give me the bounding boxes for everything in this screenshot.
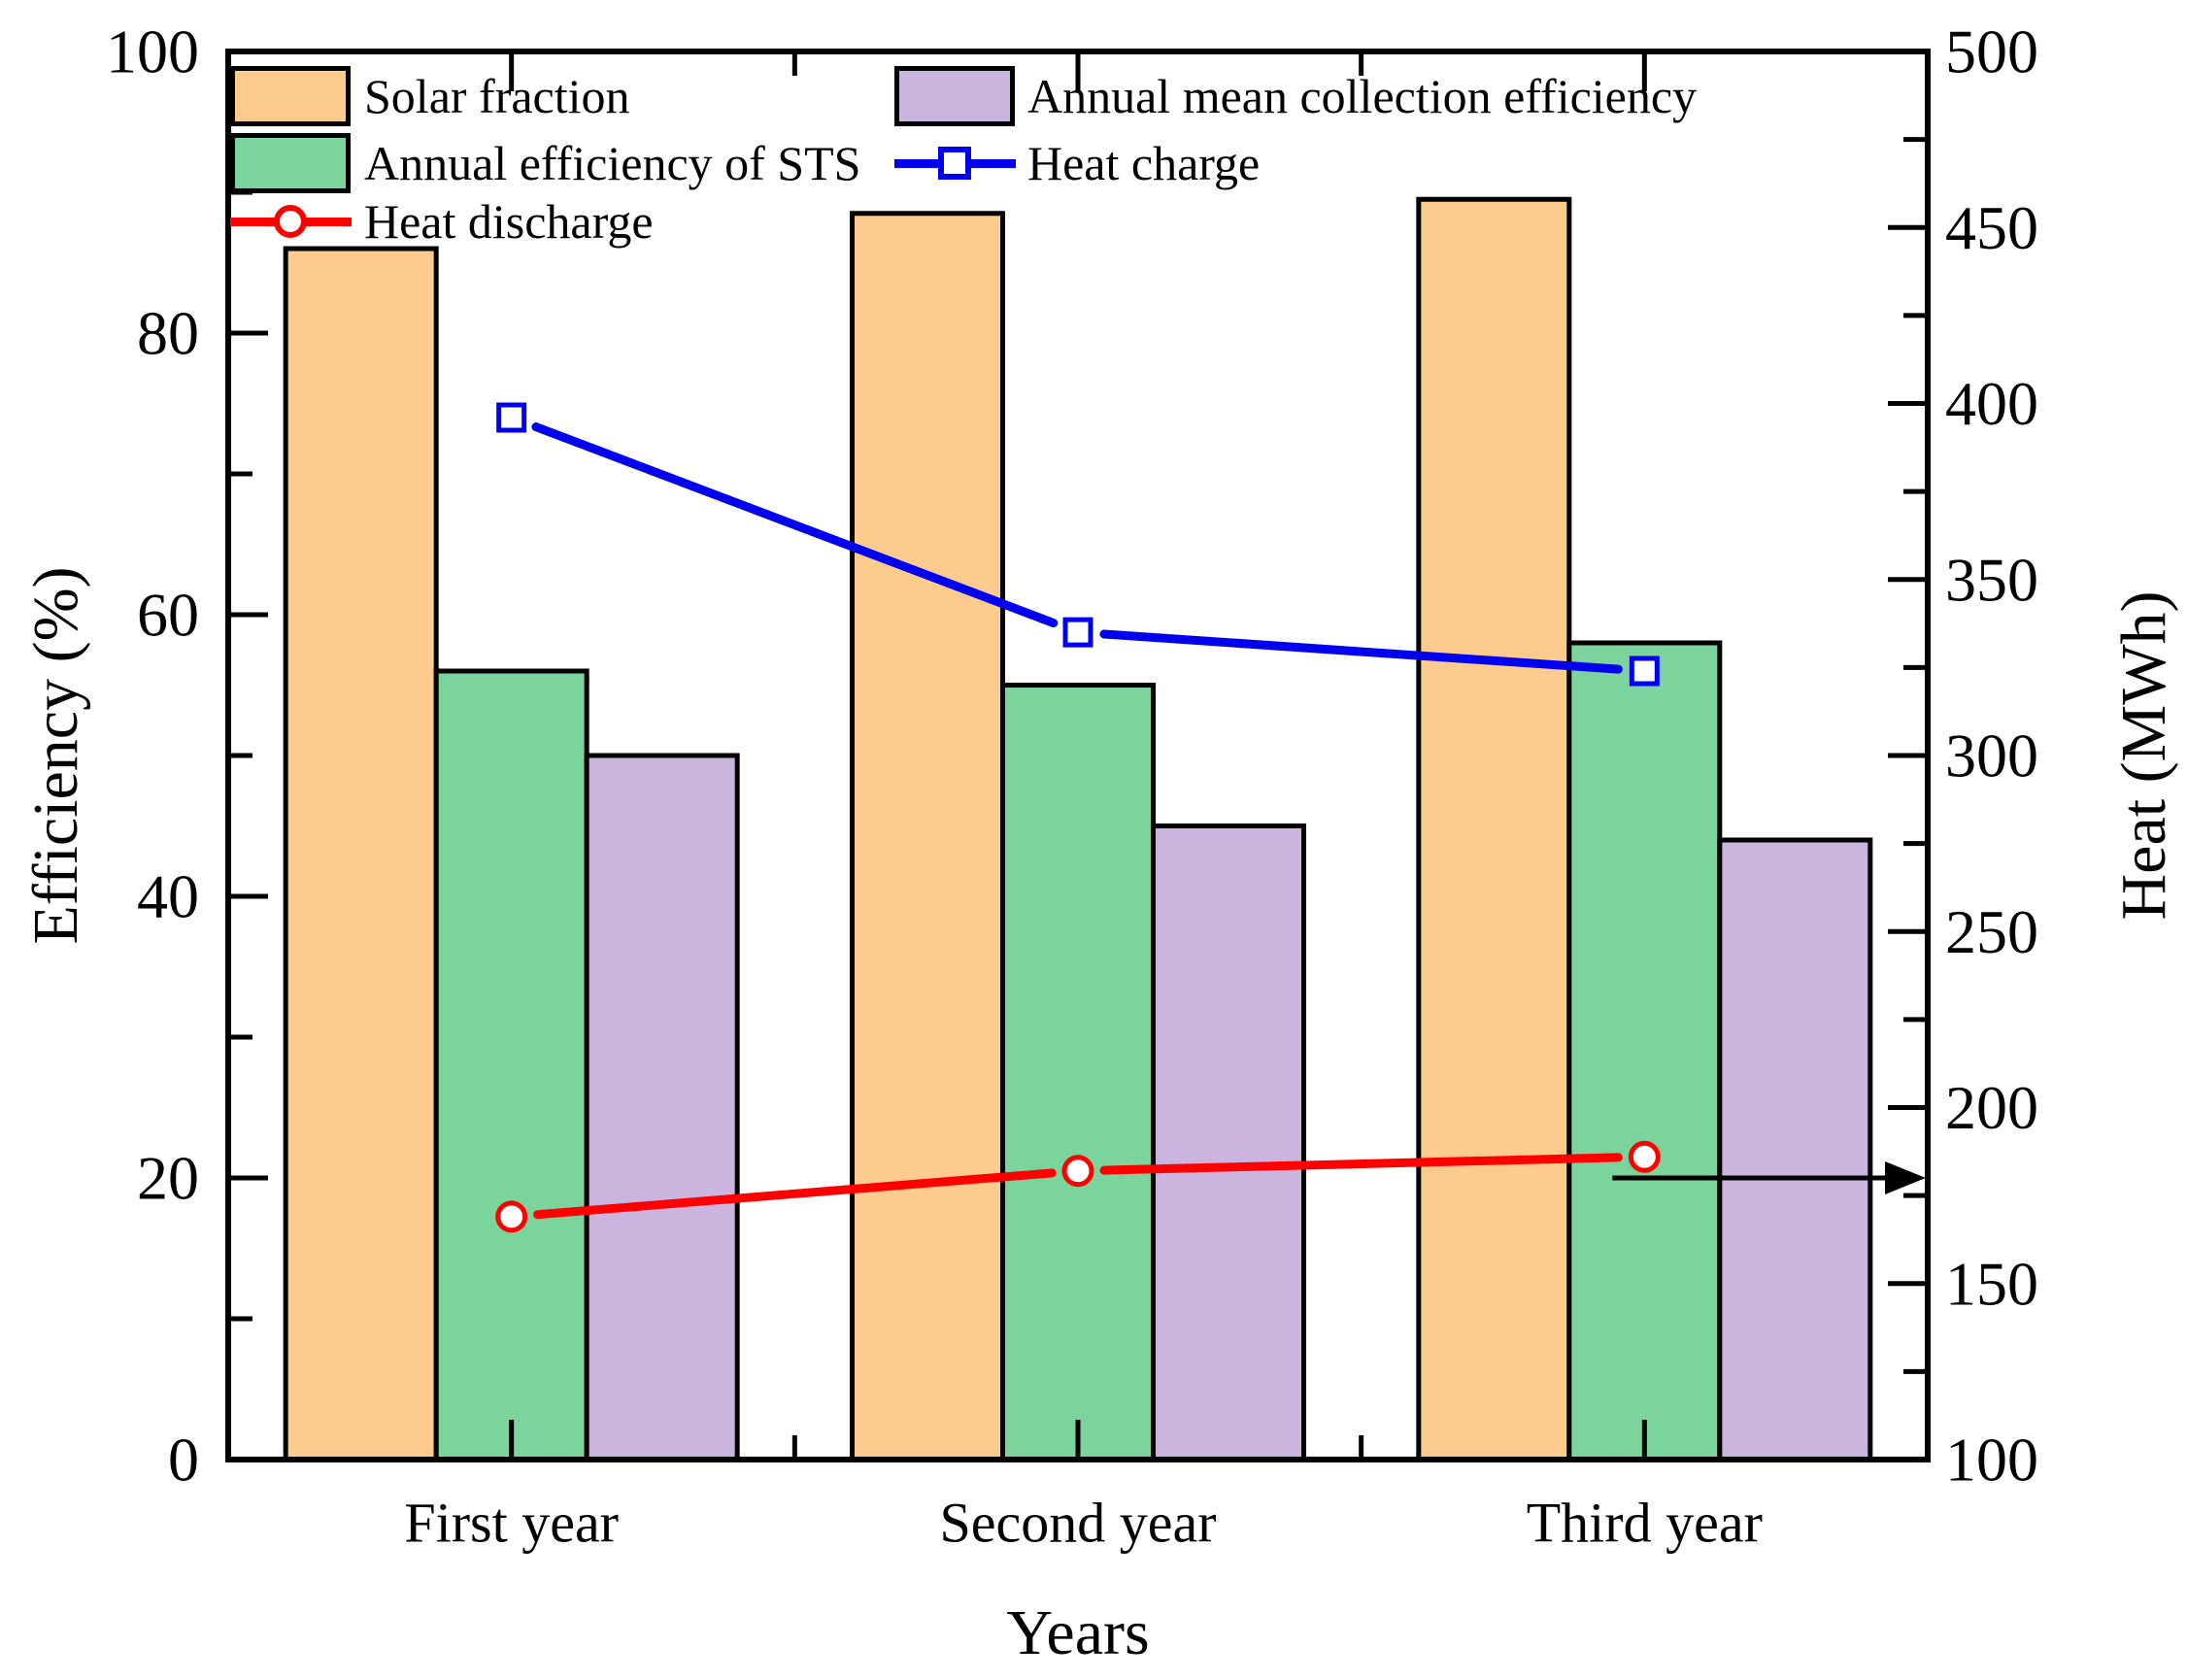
heat-discharge-marker [1061, 1155, 1094, 1188]
y-right-tick-label: 250 [1945, 897, 2038, 966]
heat-discharge-line [533, 1168, 1057, 1220]
heat-charge-marker [1629, 655, 1660, 687]
heat-charge-line [1099, 629, 1623, 674]
bar-annual-mean-collection-efficiency-1 [584, 753, 740, 1462]
y-right-tick-label: 300 [1945, 722, 2038, 790]
y-right-tick-label: 200 [1945, 1073, 2038, 1142]
legend-square-marker-icon [938, 147, 971, 180]
bar-solar-fraction-2 [850, 211, 1005, 1462]
y-left-tick-label: 40 [137, 862, 199, 931]
y-left-tick-label: 0 [168, 1426, 199, 1495]
plot-frame [225, 49, 1931, 1462]
legend-swatch-sts-efficiency [230, 133, 351, 193]
heat-charge-marker [496, 402, 527, 433]
legend-label-heat-charge: Heat charge [1027, 136, 1261, 190]
legend-label-solar-fraction: Solar fraction [364, 69, 630, 123]
heat-charge-line [531, 422, 1059, 628]
y-right-tick-label: 450 [1945, 193, 2038, 262]
bar-annual-mean-collection-efficiency-2 [1151, 823, 1306, 1462]
legend-label-sts-efficiency: Annual efficiency of STS [364, 136, 861, 190]
y-right-tick-label: 150 [1945, 1249, 2038, 1318]
bar-solar-fraction-1 [283, 246, 439, 1462]
left-axis-title: Efficiency (%) [20, 566, 91, 945]
legend-swatch-solar-fraction [230, 66, 351, 126]
y-right-tick-label: 350 [1945, 545, 2038, 614]
x-category-label: First year [404, 1492, 619, 1555]
legend-swatch-collection-efficiency [894, 66, 1015, 126]
x-axis-title: Years [1006, 1597, 1150, 1668]
y-right-tick-label: 100 [1945, 1426, 2038, 1495]
x-category-label: Third year [1527, 1492, 1763, 1555]
heat-discharge-marker [495, 1200, 528, 1233]
y-left-tick-label: 60 [137, 581, 199, 650]
y-left-tick-label: 80 [137, 299, 199, 368]
bar-annual-efficiency-of-sts-2 [1000, 683, 1156, 1462]
x-category-label: Second year [939, 1492, 1216, 1555]
bar-annual-efficiency-of-sts-1 [433, 668, 589, 1462]
bar-solar-fraction-3 [1416, 196, 1572, 1462]
heat-discharge-line [1099, 1153, 1623, 1175]
legend-label-heat-discharge: Heat discharge [364, 194, 654, 249]
right-axis-title: Heat (MWh) [2108, 590, 2179, 921]
y-left-tick-label: 20 [137, 1144, 199, 1213]
bar-annual-efficiency-of-sts-3 [1566, 640, 1723, 1462]
right-axis-arrowhead-icon [1885, 1161, 1926, 1194]
heat-charge-marker [1062, 617, 1094, 648]
y-right-tick-label: 400 [1945, 369, 2038, 438]
heat-discharge-marker [1628, 1140, 1661, 1173]
legend-circle-marker-icon [274, 205, 307, 238]
bar-annual-mean-collection-efficiency-3 [1717, 837, 1873, 1462]
y-left-tick-label: 100 [106, 17, 199, 86]
legend-label-collection-efficiency: Annual mean collection efficiency [1027, 69, 1698, 123]
y-right-tick-label: 500 [1945, 17, 2038, 86]
